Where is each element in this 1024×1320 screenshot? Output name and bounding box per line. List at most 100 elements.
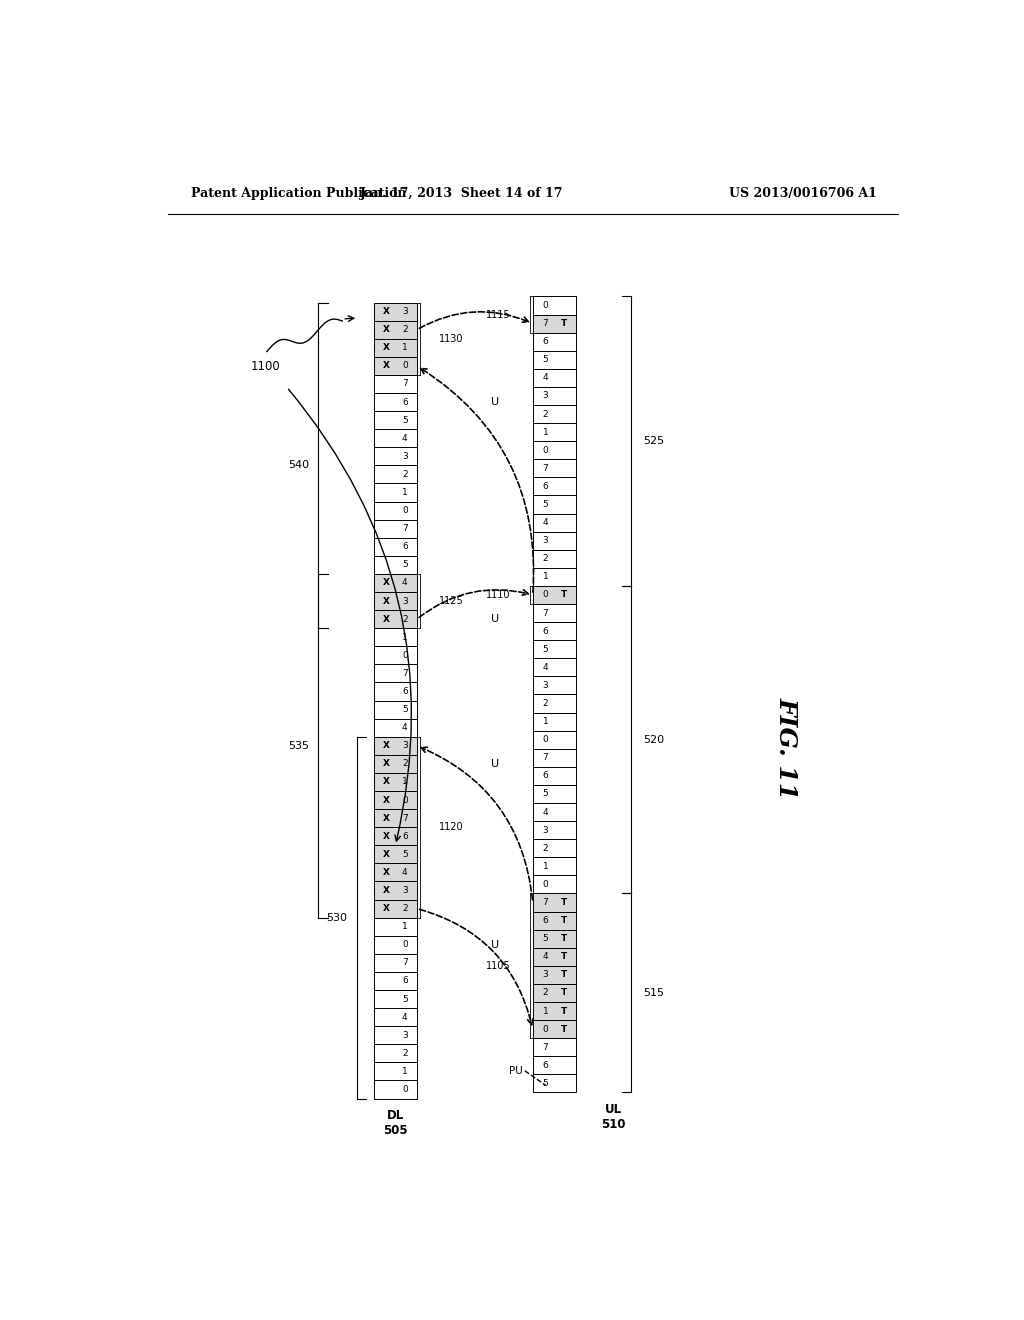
Text: U: U xyxy=(490,614,499,624)
Bar xyxy=(532,767,575,785)
Text: 4: 4 xyxy=(543,663,549,672)
Text: 1130: 1130 xyxy=(439,334,464,343)
Bar xyxy=(374,664,417,682)
Text: 2: 2 xyxy=(543,409,549,418)
Text: 5: 5 xyxy=(543,1078,549,1088)
Text: 0: 0 xyxy=(543,301,549,310)
Bar xyxy=(374,574,417,591)
Text: 7: 7 xyxy=(402,669,408,678)
Bar xyxy=(532,368,575,387)
Text: 530: 530 xyxy=(327,912,347,923)
Bar xyxy=(532,875,575,894)
Text: 1: 1 xyxy=(543,1007,549,1015)
Text: 1120: 1120 xyxy=(439,822,464,832)
Text: 6: 6 xyxy=(543,771,549,780)
Bar xyxy=(374,447,417,466)
Text: 1110: 1110 xyxy=(486,590,511,601)
Bar xyxy=(374,591,417,610)
Text: 0: 0 xyxy=(402,796,408,805)
Bar xyxy=(532,966,575,983)
Text: 515: 515 xyxy=(643,987,664,998)
Bar xyxy=(374,809,417,828)
Text: T: T xyxy=(560,1024,566,1034)
Text: 510: 510 xyxy=(601,1118,626,1131)
Text: US 2013/0016706 A1: US 2013/0016706 A1 xyxy=(729,187,877,201)
Text: 1: 1 xyxy=(402,777,408,787)
Text: 5: 5 xyxy=(402,850,408,859)
Text: 5: 5 xyxy=(543,644,549,653)
Text: 3: 3 xyxy=(402,886,408,895)
Text: 6: 6 xyxy=(402,686,408,696)
Text: X: X xyxy=(383,850,389,859)
Text: 1: 1 xyxy=(543,573,549,581)
Text: 5: 5 xyxy=(543,935,549,944)
Text: T: T xyxy=(560,898,566,907)
Bar xyxy=(374,520,417,537)
Bar xyxy=(532,351,575,368)
Text: 7: 7 xyxy=(543,1043,549,1052)
Text: 3: 3 xyxy=(402,451,408,461)
Bar xyxy=(374,863,417,882)
Bar xyxy=(532,495,575,513)
Text: X: X xyxy=(383,742,389,750)
Text: 7: 7 xyxy=(402,958,408,968)
Bar xyxy=(374,339,417,356)
Text: 5: 5 xyxy=(402,561,408,569)
Bar xyxy=(374,393,417,411)
Text: 7: 7 xyxy=(402,379,408,388)
Text: 4: 4 xyxy=(402,434,408,442)
Text: 7: 7 xyxy=(543,754,549,762)
Text: X: X xyxy=(383,869,389,876)
Text: 4: 4 xyxy=(402,578,408,587)
Bar xyxy=(532,314,575,333)
Text: T: T xyxy=(560,935,566,944)
Bar xyxy=(374,774,417,791)
Text: 3: 3 xyxy=(402,742,408,750)
Text: T: T xyxy=(560,319,566,329)
Text: U: U xyxy=(490,759,499,768)
Text: 0: 0 xyxy=(402,651,408,660)
Text: 7: 7 xyxy=(543,609,549,618)
Text: 7: 7 xyxy=(543,319,549,329)
Bar xyxy=(532,1039,575,1056)
Text: 1105: 1105 xyxy=(486,961,511,970)
Text: 3: 3 xyxy=(402,308,408,315)
Text: 7: 7 xyxy=(402,524,408,533)
Text: 1: 1 xyxy=(543,717,549,726)
Text: 2: 2 xyxy=(543,700,549,708)
Bar xyxy=(374,1063,417,1081)
Bar xyxy=(374,321,417,339)
Bar xyxy=(374,791,417,809)
Text: 1115: 1115 xyxy=(486,309,511,319)
Bar xyxy=(374,610,417,628)
Bar xyxy=(374,954,417,972)
Text: 1100: 1100 xyxy=(251,360,281,374)
Bar xyxy=(374,356,417,375)
Bar xyxy=(532,1056,575,1074)
Text: 6: 6 xyxy=(402,832,408,841)
Bar xyxy=(532,424,575,441)
Bar xyxy=(532,1074,575,1093)
Text: 0: 0 xyxy=(543,446,549,454)
Bar xyxy=(532,586,575,605)
Bar xyxy=(532,676,575,694)
Text: 525: 525 xyxy=(643,436,664,446)
Text: X: X xyxy=(383,308,389,315)
Text: 1: 1 xyxy=(402,488,408,498)
Text: 4: 4 xyxy=(543,952,549,961)
Text: 5: 5 xyxy=(543,789,549,799)
Text: X: X xyxy=(383,325,389,334)
Text: 6: 6 xyxy=(543,916,549,925)
Text: T: T xyxy=(560,590,566,599)
Bar xyxy=(532,731,575,748)
Text: PU: PU xyxy=(510,1065,523,1076)
Bar xyxy=(374,936,417,954)
Bar xyxy=(532,1020,575,1039)
Text: X: X xyxy=(383,813,389,822)
Bar xyxy=(374,917,417,936)
Bar xyxy=(532,297,575,314)
Bar xyxy=(374,755,417,774)
Text: 0: 0 xyxy=(543,880,549,888)
Text: X: X xyxy=(383,886,389,895)
Text: 0: 0 xyxy=(402,362,408,371)
